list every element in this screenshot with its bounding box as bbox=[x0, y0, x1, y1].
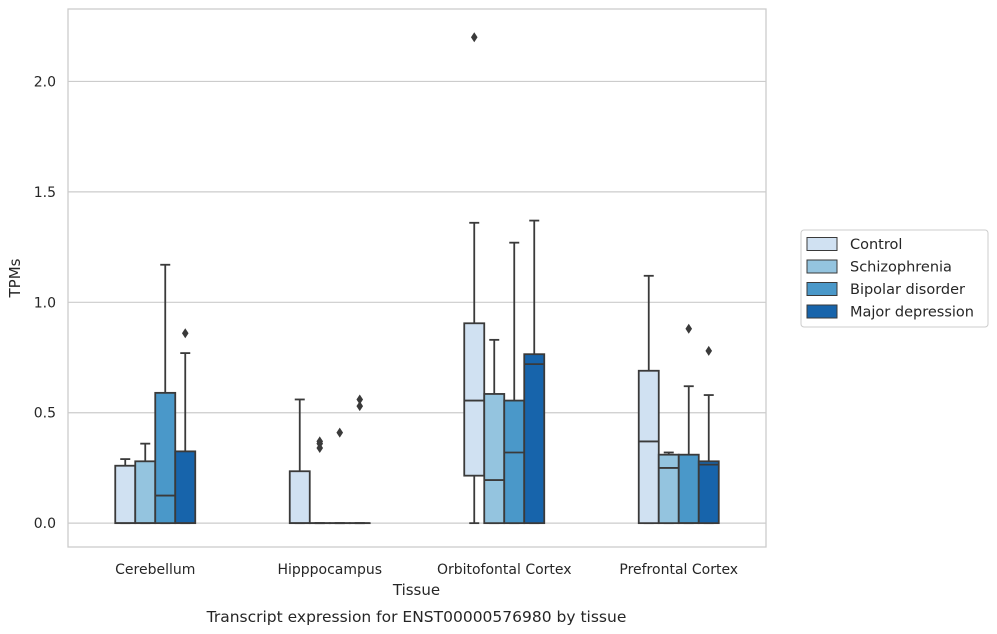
x-axis-ticks: Cerebellum Hipppocampus Orbitofontal Corte… bbox=[115, 562, 738, 578]
legend-frame bbox=[800, 229, 989, 328]
legend-label: Control bbox=[850, 237, 902, 253]
box-schizophrenia bbox=[308, 436, 331, 525]
x-tick-label: Hipppocampus bbox=[277, 562, 382, 578]
y-tick-label: 0.0 bbox=[34, 516, 56, 532]
box-control bbox=[114, 458, 137, 525]
box-body bbox=[154, 391, 177, 525]
box-schizophrenia bbox=[483, 338, 506, 525]
box-body bbox=[288, 470, 311, 525]
box-bipolar-disorder bbox=[677, 323, 700, 525]
box-body bbox=[174, 450, 197, 525]
outlier-point bbox=[356, 394, 364, 405]
x-tick-label: Prefrontal Cortex bbox=[619, 562, 738, 578]
outlier-point bbox=[470, 32, 478, 43]
box-body bbox=[114, 464, 137, 525]
legend-swatch bbox=[806, 304, 838, 319]
box-body bbox=[677, 453, 700, 525]
outlier-point bbox=[336, 427, 344, 438]
chart-caption: Transcript expression for ENST0000057698… bbox=[206, 608, 627, 626]
legend: Control Schizophrenia Bipolar disorder Majo… bbox=[800, 229, 989, 328]
box-control bbox=[288, 398, 311, 525]
y-axis-ticks: 0.0 0.5 1.0 1.5 2.0 bbox=[34, 74, 56, 532]
box-body bbox=[134, 460, 157, 525]
box-body bbox=[503, 399, 526, 525]
legend-label: Bipolar disorder bbox=[850, 282, 965, 298]
y-tick-label: 1.0 bbox=[34, 295, 56, 311]
y-tick-label: 2.0 bbox=[34, 74, 56, 90]
box-schizophrenia bbox=[657, 451, 680, 525]
box-body bbox=[697, 460, 720, 525]
legend-label: Schizophrenia bbox=[850, 260, 952, 276]
box-major-depression bbox=[697, 345, 720, 525]
box-plot-series bbox=[114, 32, 720, 525]
x-tick-label: Orbitofontal Cortex bbox=[437, 562, 572, 578]
outlier-point bbox=[685, 323, 693, 334]
legend-swatch bbox=[806, 259, 838, 274]
y-axis-label: TPMs bbox=[6, 258, 24, 298]
box-major-depression bbox=[348, 394, 371, 525]
box-body bbox=[483, 393, 506, 525]
box-body bbox=[463, 322, 486, 477]
box-schizophrenia bbox=[134, 442, 157, 525]
plot-area-frame bbox=[67, 8, 767, 548]
x-axis-label: Tissue bbox=[392, 581, 440, 599]
box-control bbox=[637, 274, 660, 525]
box-major-depression bbox=[174, 328, 197, 525]
box-bipolar-disorder bbox=[154, 263, 177, 525]
box-bipolar-disorder bbox=[328, 427, 351, 525]
box-body bbox=[523, 353, 546, 525]
legend-label: Major depression bbox=[850, 305, 974, 321]
outlier-point bbox=[705, 345, 713, 356]
box-control bbox=[463, 32, 486, 525]
outlier-point bbox=[356, 401, 364, 412]
box-bipolar-disorder bbox=[503, 241, 526, 525]
box-major-depression bbox=[523, 219, 546, 525]
outlier-point bbox=[181, 328, 189, 339]
box-body bbox=[637, 369, 660, 525]
legend-swatch bbox=[806, 237, 838, 251]
legend-swatch bbox=[806, 282, 838, 296]
y-tick-label: 1.5 bbox=[34, 185, 56, 201]
outlier-point bbox=[316, 436, 324, 447]
y-tick-label: 0.5 bbox=[34, 406, 56, 422]
x-tick-label: Cerebellum bbox=[115, 562, 195, 578]
box-body bbox=[657, 453, 680, 525]
